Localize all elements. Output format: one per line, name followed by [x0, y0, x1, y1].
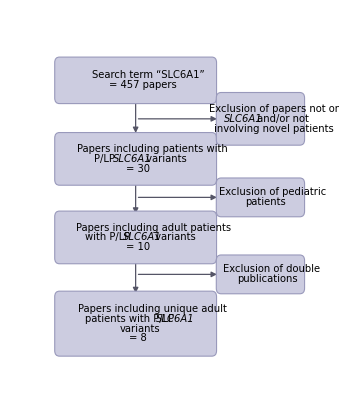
- Text: Papers including adult patients: Papers including adult patients: [76, 222, 231, 232]
- Text: Exclusion of papers not on: Exclusion of papers not on: [209, 104, 339, 114]
- FancyBboxPatch shape: [55, 132, 217, 185]
- Text: SLC6A1: SLC6A1: [224, 114, 263, 124]
- Text: SLC6A1: SLC6A1: [113, 154, 152, 164]
- Text: = 8: = 8: [129, 334, 146, 344]
- Text: SLC6A1: SLC6A1: [122, 232, 161, 242]
- FancyBboxPatch shape: [55, 211, 217, 264]
- Text: Papers including patients with: Papers including patients with: [77, 144, 228, 154]
- Text: and/or not: and/or not: [254, 114, 309, 124]
- FancyBboxPatch shape: [216, 178, 304, 217]
- Text: variants: variants: [153, 232, 196, 242]
- Text: involving novel patients: involving novel patients: [214, 124, 334, 134]
- FancyBboxPatch shape: [216, 255, 304, 294]
- FancyBboxPatch shape: [216, 92, 304, 145]
- Text: publications: publications: [237, 274, 298, 284]
- Text: variants: variants: [120, 324, 161, 334]
- Text: Exclusion of pediatric: Exclusion of pediatric: [219, 188, 326, 198]
- Text: variants: variants: [143, 154, 187, 164]
- Text: = 10: = 10: [126, 242, 151, 252]
- Text: Search term “SLC6A1”: Search term “SLC6A1”: [92, 70, 205, 80]
- FancyBboxPatch shape: [55, 57, 217, 104]
- Text: = 457 papers: = 457 papers: [109, 80, 177, 90]
- Text: patients: patients: [245, 197, 285, 207]
- Text: patients with P/LP: patients with P/LP: [85, 314, 177, 324]
- Text: with P/LP: with P/LP: [85, 232, 133, 242]
- Text: P/LP: P/LP: [95, 154, 118, 164]
- Text: Papers including unique adult: Papers including unique adult: [78, 304, 227, 314]
- Text: SLC6A1: SLC6A1: [156, 314, 195, 324]
- Text: Exclusion of double: Exclusion of double: [223, 264, 320, 274]
- Text: = 30: = 30: [126, 164, 150, 174]
- FancyBboxPatch shape: [55, 291, 217, 356]
